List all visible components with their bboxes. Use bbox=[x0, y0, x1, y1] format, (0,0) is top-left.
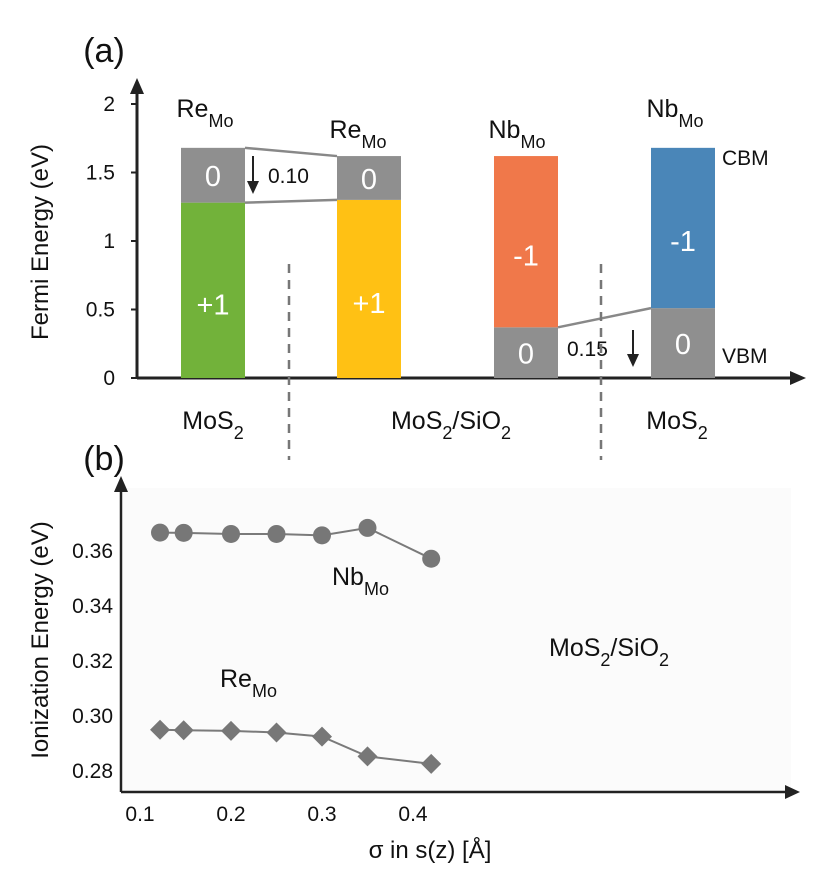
dopant-name: Nb bbox=[647, 95, 679, 123]
shift-arrow-re-head bbox=[247, 181, 259, 194]
cbm-label: CBM bbox=[722, 147, 769, 170]
group-sub: 2 bbox=[501, 423, 511, 443]
panel-a: (a) 0 0.5 1 1.5 2 Fermi Energy (eV) +1 0 +1 0 0 -1 0 -… bbox=[27, 32, 806, 460]
substrate-text: MoS bbox=[549, 634, 600, 662]
shift-arrow-nb-head bbox=[627, 354, 639, 367]
substrate-sub: 2 bbox=[659, 650, 669, 670]
y-tick-label: 1 bbox=[103, 230, 115, 253]
y-tick-label: 0.34 bbox=[72, 595, 113, 618]
group-label: MoS2 bbox=[646, 407, 707, 443]
bar-segment bbox=[494, 156, 558, 328]
data-point bbox=[357, 746, 378, 767]
shift-value-re: 0.10 bbox=[268, 165, 309, 188]
data-point bbox=[313, 526, 331, 545]
data-point bbox=[173, 720, 194, 741]
group-sub: 2 bbox=[698, 423, 708, 443]
group-text: /SiO bbox=[452, 407, 501, 435]
shift-value-nb: 0.15 bbox=[567, 338, 608, 361]
dopant-sub: Mo bbox=[361, 132, 386, 152]
dopant-label: NbMo bbox=[489, 116, 546, 152]
y-tick-label: 0.5 bbox=[86, 299, 115, 322]
x-axis-label: σ in s(z) [Å] bbox=[369, 836, 492, 864]
bar-segment bbox=[494, 327, 558, 378]
series-label: NbMo bbox=[332, 563, 389, 599]
x-axis-arrow bbox=[785, 785, 800, 799]
substrate-text: /SiO bbox=[610, 634, 659, 662]
data-point bbox=[312, 726, 332, 747]
level-connector-nb bbox=[557, 306, 652, 329]
dopant-name: Re bbox=[330, 116, 362, 144]
vbm-label: VBM bbox=[722, 345, 768, 368]
bar-segment bbox=[651, 147, 715, 309]
y-axis-arrow bbox=[114, 476, 128, 492]
level-connector-bottom bbox=[244, 198, 338, 204]
series-sub: Mo bbox=[364, 579, 389, 599]
x-tick-label: 0.2 bbox=[216, 803, 245, 826]
dopant-name: Nb bbox=[489, 116, 521, 144]
segment-label: 0 bbox=[518, 339, 534, 371]
data-point bbox=[266, 722, 287, 743]
segment-label: 0 bbox=[205, 161, 221, 193]
data-point bbox=[222, 524, 240, 543]
series-name: Re bbox=[220, 665, 252, 693]
data-point bbox=[221, 720, 241, 741]
level-connector-top bbox=[244, 146, 338, 158]
bar-segment bbox=[337, 199, 401, 378]
y-tick-label: 0.32 bbox=[72, 650, 113, 673]
bar-segment bbox=[651, 308, 715, 378]
y-axis-arrow bbox=[130, 78, 144, 94]
group-label: MoS2 bbox=[182, 407, 243, 443]
group-label: MoS2/SiO2 bbox=[391, 407, 511, 443]
bar-segment bbox=[337, 156, 401, 200]
data-point bbox=[421, 753, 442, 774]
y-tick-label: 2 bbox=[103, 93, 115, 116]
panel-b: (b) 0.28 0.30 0.32 0.34 0.36 0.1 0.2 0.3 0.4 σ in … bbox=[27, 440, 800, 864]
panel-label: (b) bbox=[83, 440, 125, 478]
y-axis-label: Fermi Energy (eV) bbox=[27, 144, 54, 340]
dopant-name: Re bbox=[177, 95, 209, 123]
segment-label: -1 bbox=[670, 226, 696, 258]
substrate-label: MoS2/SiO2 bbox=[549, 634, 669, 670]
dopant-label: ReMo bbox=[330, 116, 387, 152]
y-tick-label: 0.28 bbox=[72, 760, 113, 783]
data-point bbox=[150, 719, 171, 740]
y-tick-label: 1.5 bbox=[86, 162, 115, 185]
substrate-sub: 2 bbox=[600, 650, 610, 670]
data-point bbox=[174, 523, 193, 542]
dopant-sub: Mo bbox=[678, 111, 703, 131]
bar-segment bbox=[181, 202, 245, 378]
y-tick-label: 0 bbox=[103, 367, 115, 390]
dopant-label: ReMo bbox=[177, 95, 234, 131]
group-text: MoS bbox=[646, 407, 697, 435]
group-text: MoS bbox=[391, 407, 442, 435]
segment-label: +1 bbox=[196, 289, 229, 321]
data-point bbox=[422, 549, 441, 568]
segment-label: 0 bbox=[361, 164, 377, 196]
group-sub: 2 bbox=[442, 423, 452, 443]
group-text: MoS bbox=[182, 407, 233, 435]
x-axis-arrow bbox=[790, 371, 806, 385]
segment-label: 0 bbox=[675, 329, 691, 361]
bar-segment bbox=[181, 147, 245, 203]
series-label: ReMo bbox=[220, 665, 277, 701]
dopant-label: NbMo bbox=[647, 95, 704, 131]
dopant-sub: Mo bbox=[208, 111, 233, 131]
y-axis-label: Ionization Energy (eV) bbox=[27, 521, 54, 758]
data-point bbox=[358, 518, 377, 537]
y-tick-label: 0.36 bbox=[72, 540, 113, 563]
segment-label: -1 bbox=[513, 240, 539, 272]
x-tick-label: 0.4 bbox=[398, 803, 428, 826]
panel-label: (a) bbox=[83, 32, 125, 70]
group-sub: 2 bbox=[234, 423, 244, 443]
y-tick-label: 0.30 bbox=[72, 705, 113, 728]
dopant-sub: Mo bbox=[520, 132, 545, 152]
data-point bbox=[151, 523, 170, 542]
data-point bbox=[267, 524, 286, 543]
x-tick-label: 0.3 bbox=[307, 803, 336, 826]
series-name: Nb bbox=[332, 563, 364, 591]
series-sub: Mo bbox=[252, 681, 277, 701]
x-tick-label: 0.1 bbox=[125, 803, 154, 826]
segment-label: +1 bbox=[352, 288, 385, 320]
